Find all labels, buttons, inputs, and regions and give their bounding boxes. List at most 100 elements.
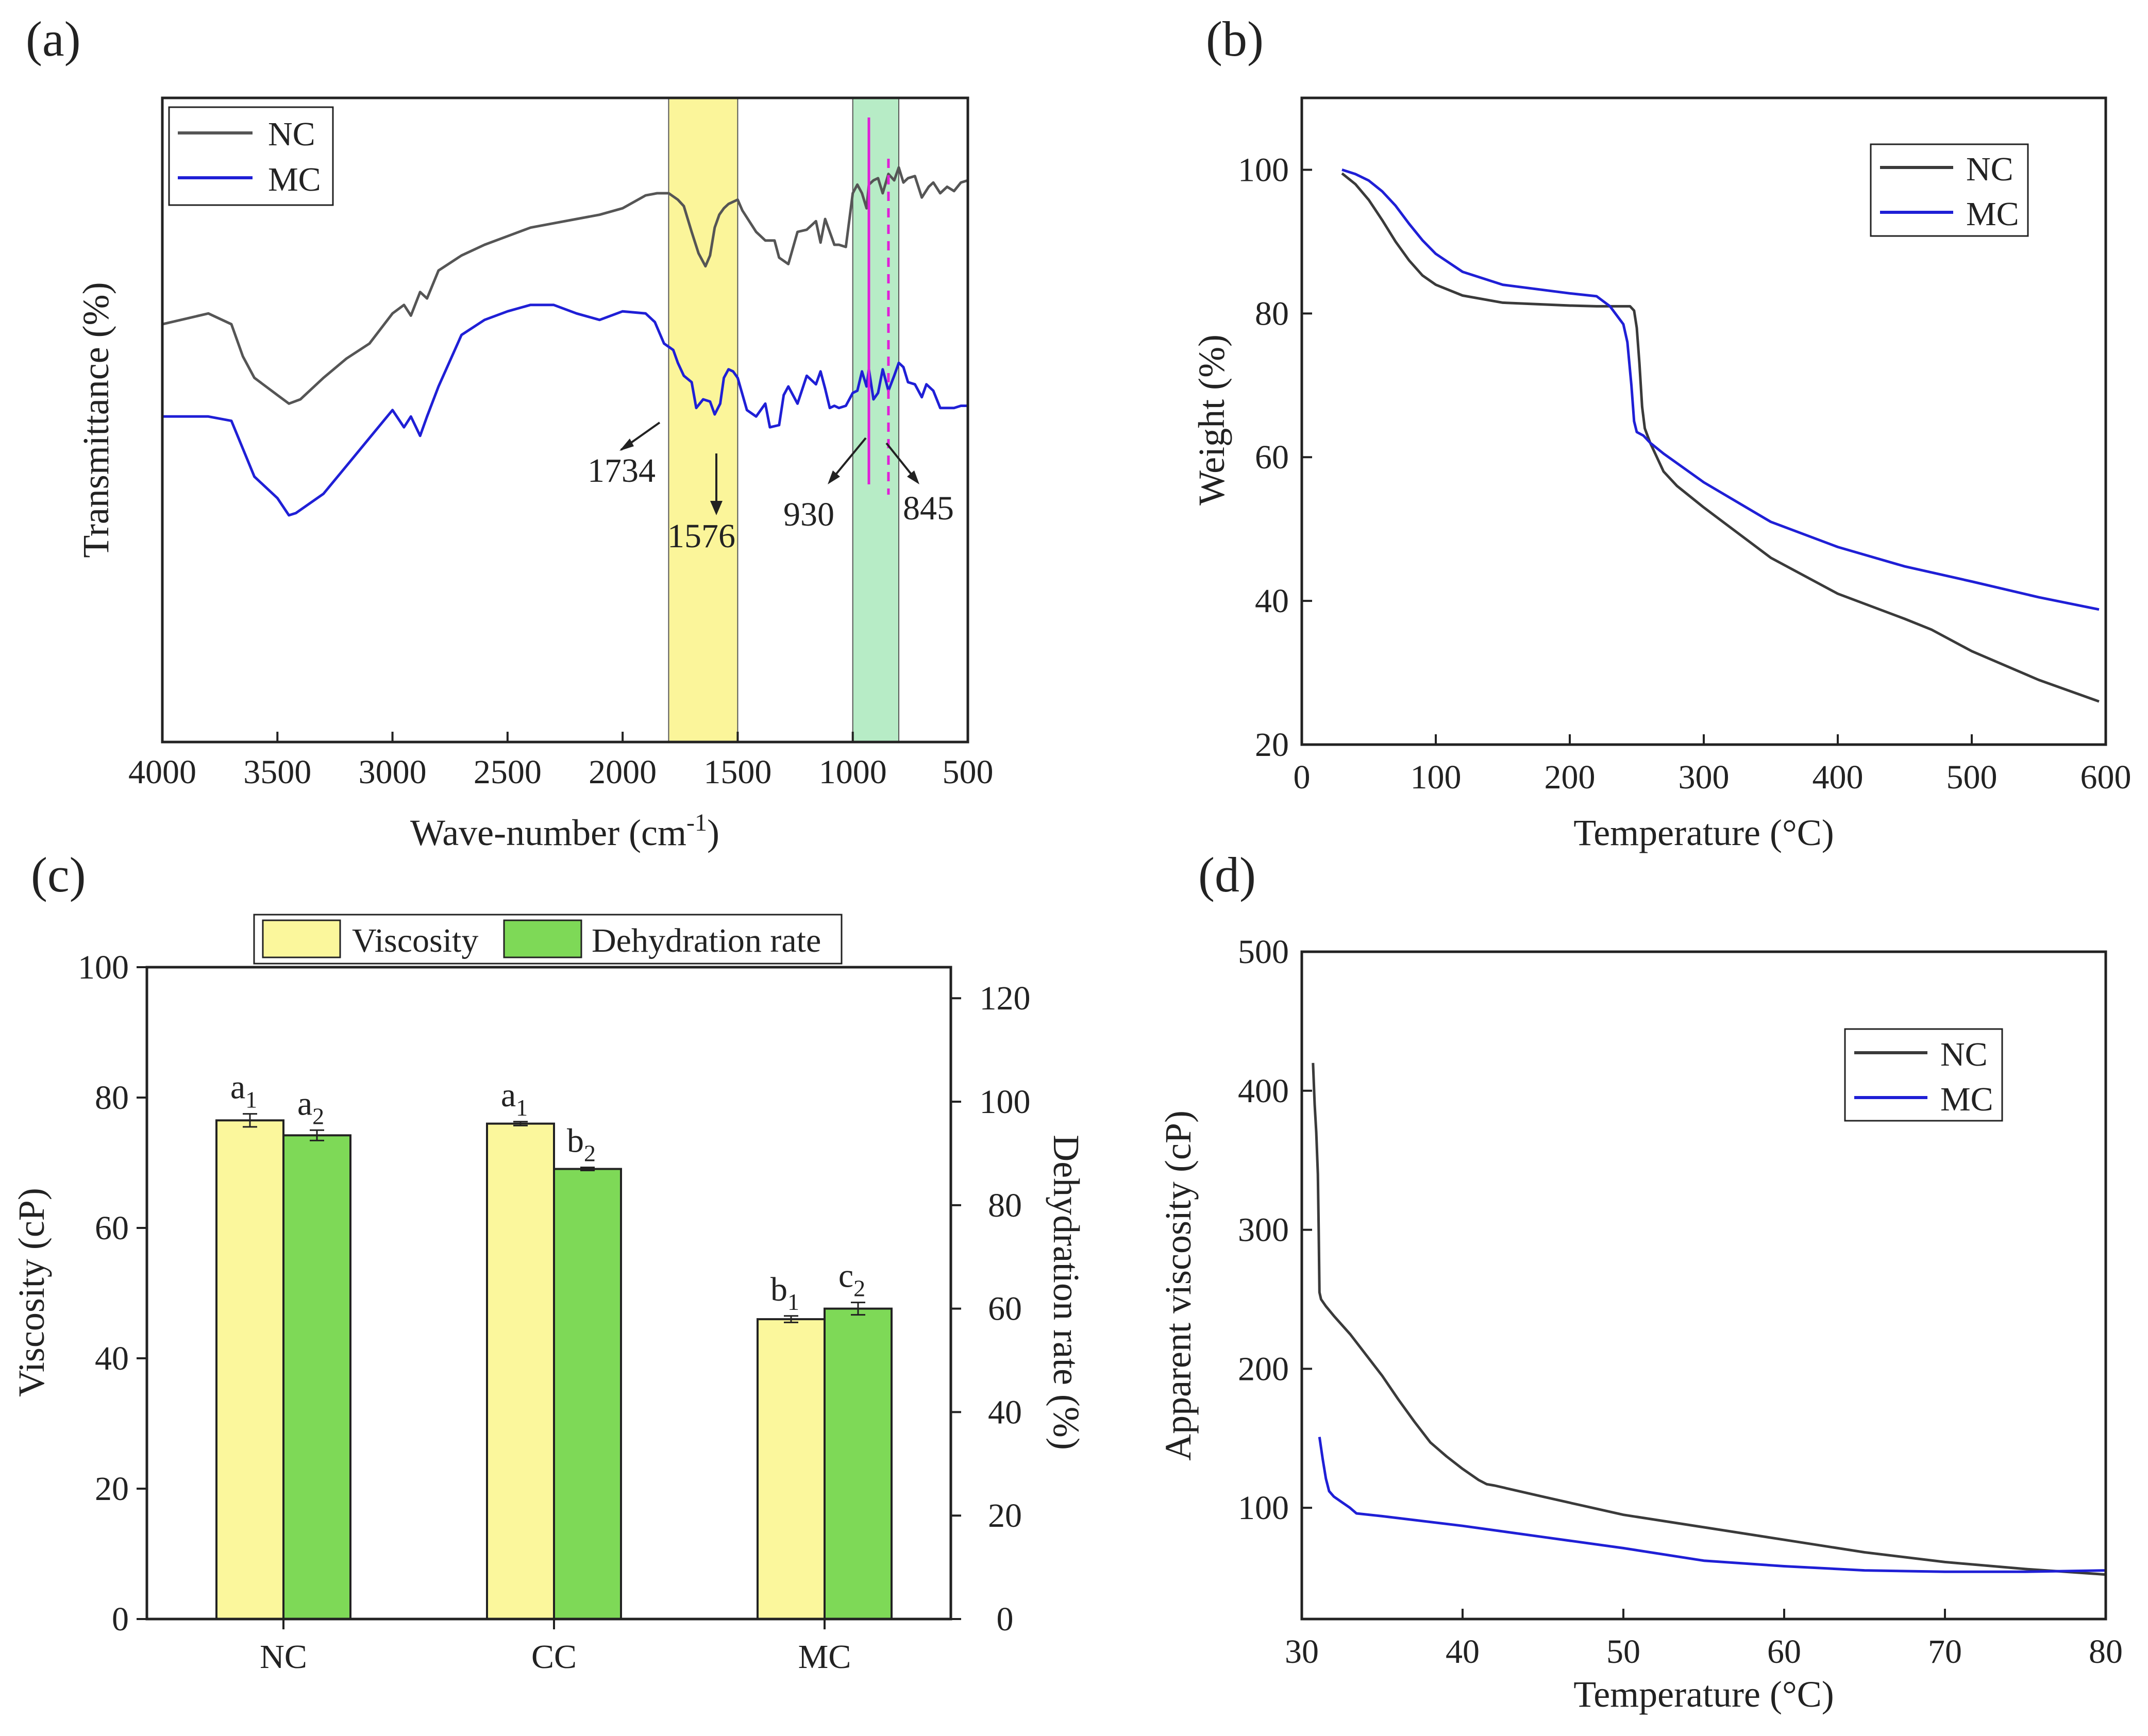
legend-label-nc: NC xyxy=(268,115,315,153)
legend-swatch-dehydration xyxy=(503,919,582,958)
significance-subscript: 1 xyxy=(516,1094,528,1121)
panel-d-viscosity: (d) 30 40 50 60 70 80 100 200 300 400 500 Tempera… xyxy=(1157,847,2123,1715)
series-line-nc xyxy=(162,166,968,405)
bar-dehydration-nc xyxy=(282,1134,351,1621)
annotation-1734: 1734 xyxy=(588,452,656,490)
legend-label-mc: MC xyxy=(268,161,321,198)
arrowhead-845 xyxy=(907,470,919,484)
legend-label-viscosity: Viscosity xyxy=(352,922,478,959)
bar-dehydration-mc xyxy=(824,1307,893,1621)
x-tick-label: 30 xyxy=(1285,1633,1319,1671)
x-tick-label: 2500 xyxy=(474,753,542,791)
y-tick-label: 20 xyxy=(1255,726,1289,764)
panel-c-y2label: Dehydration rate (%) xyxy=(1046,1135,1087,1450)
arrowhead-1576 xyxy=(710,501,723,515)
y2-tick-label: 40 xyxy=(988,1393,1022,1431)
significance-label: b2 xyxy=(567,1122,596,1167)
significance-label: a2 xyxy=(297,1085,324,1129)
x-tick-label: 60 xyxy=(1767,1633,1801,1671)
panel-d-frame xyxy=(1300,950,2107,1621)
significance-subscript: 1 xyxy=(245,1087,257,1113)
x-tick-label: 50 xyxy=(1606,1633,1640,1671)
panel-b-legend: NC MC xyxy=(1870,143,2029,237)
panel-b-tga: (b) 0 100 200 300 400 500 600 20 40 60 80 100 Temp… xyxy=(1191,11,2132,853)
significance-letter: a xyxy=(230,1069,245,1106)
y-tick-label: 40 xyxy=(95,1340,129,1377)
y2-tick-label: 0 xyxy=(997,1600,1014,1638)
x-category-label: NC xyxy=(260,1638,307,1676)
y-tick-label: 60 xyxy=(1255,439,1289,476)
y2-tick-label: 120 xyxy=(980,980,1031,1017)
y-tick-label: 20 xyxy=(95,1470,129,1508)
x-tick-label: 4000 xyxy=(128,753,196,791)
y-tick-label: 40 xyxy=(1255,582,1289,620)
significance-subscript: 2 xyxy=(584,1140,596,1167)
significance-subscript: 1 xyxy=(787,1289,799,1315)
x-tick-label: 2000 xyxy=(589,753,657,791)
y-tick-label: 80 xyxy=(95,1079,129,1117)
series-line-mc xyxy=(162,304,968,517)
panel-b-xlabel: Temperature (°C) xyxy=(1573,812,1834,853)
x-category-label: CC xyxy=(531,1638,577,1676)
panel-c-ylabel: Viscosity (cP) xyxy=(11,1188,52,1397)
y-tick-label: 100 xyxy=(1238,1489,1289,1527)
significance-letter: a xyxy=(297,1085,312,1122)
significance-subscript: 2 xyxy=(312,1103,324,1129)
x-tick-label: 80 xyxy=(2089,1633,2123,1671)
x-tick-label: 0 xyxy=(1294,759,1311,796)
y2-tick-label: 20 xyxy=(988,1497,1022,1535)
significance-letter: b xyxy=(567,1122,584,1160)
significance-label: a1 xyxy=(230,1069,257,1113)
panel-a-ylabel: Transmittance (%) xyxy=(75,282,116,558)
panel-d-label: (d) xyxy=(1198,847,1256,902)
significance-label: a1 xyxy=(501,1076,528,1121)
panel-b-label: (b) xyxy=(1206,11,1264,66)
legend-label-nc: NC xyxy=(1966,150,2013,188)
significance-letter: a xyxy=(501,1076,516,1114)
x-tick-label: 1500 xyxy=(703,753,771,791)
y-tick-label: 200 xyxy=(1238,1350,1289,1388)
highlight-band-green xyxy=(852,97,900,743)
x-tick-label: 100 xyxy=(1411,759,1462,796)
panel-c-label: (c) xyxy=(31,847,86,902)
panel-c-frame xyxy=(145,966,952,1621)
y-tick-label: 100 xyxy=(1238,151,1289,189)
x-tick-label: 500 xyxy=(1946,759,1998,796)
panel-d-ylabel: Apparent viscosity (cP) xyxy=(1157,1110,1199,1461)
panel-c-legend: Viscosity Dehydration rate xyxy=(253,914,843,965)
y-tick-label: 400 xyxy=(1238,1072,1289,1110)
y-tick-label: 100 xyxy=(78,949,129,986)
panel-d-xlabel: Temperature (°C) xyxy=(1573,1674,1834,1715)
y-tick-label: 80 xyxy=(1255,295,1289,332)
y2-tick-label: 60 xyxy=(988,1290,1022,1328)
panel-b-legend-box xyxy=(1870,143,2029,237)
legend-label-nc: NC xyxy=(1940,1036,1988,1073)
legend-label-mc: MC xyxy=(1966,195,2019,233)
panel-d-legend: NC MC xyxy=(1844,1028,2003,1122)
x-tick-label: 1000 xyxy=(819,753,887,791)
series-line-mc xyxy=(1341,168,2100,611)
annotation-845: 845 xyxy=(903,490,954,527)
x-tick-label: 70 xyxy=(1928,1633,1962,1671)
y-tick-label: 60 xyxy=(95,1209,129,1247)
significance-label: c2 xyxy=(838,1257,865,1302)
significance-subscript: 2 xyxy=(853,1275,865,1302)
x-tick-label: 400 xyxy=(1813,759,1864,796)
series-line-mc xyxy=(1318,1437,2106,1573)
x-category-label: MC xyxy=(798,1638,851,1676)
significance-label: b1 xyxy=(770,1271,799,1315)
series-line-nc xyxy=(1341,172,2100,703)
legend-swatch-viscosity xyxy=(262,919,341,958)
bar-viscosity-nc xyxy=(215,1119,284,1620)
x-tick-label: 3000 xyxy=(359,753,427,791)
arrowhead-930 xyxy=(828,470,840,484)
legend-label-dehydration: Dehydration rate xyxy=(592,922,821,959)
x-tick-label: 500 xyxy=(943,753,994,791)
panel-a-label: (a) xyxy=(26,11,81,66)
arrowhead-1734 xyxy=(619,439,634,451)
x-tick-label: 40 xyxy=(1446,1633,1480,1671)
significance-letter: b xyxy=(770,1271,787,1308)
annotation-1576: 1576 xyxy=(667,517,735,555)
y-tick-label: 300 xyxy=(1238,1211,1289,1249)
panel-a-xlabel: Wave-number (cm-1) xyxy=(410,809,719,853)
